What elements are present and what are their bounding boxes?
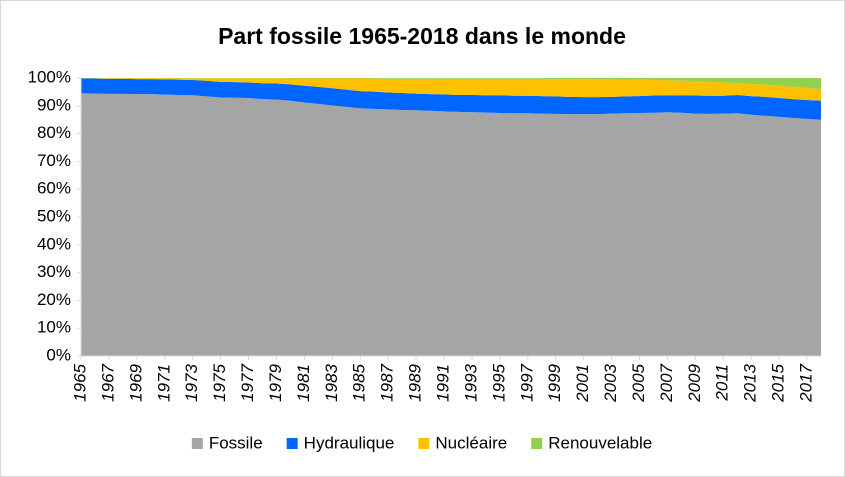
area <box>81 78 821 120</box>
x-tick-label: 1965 <box>70 363 89 401</box>
plot-area: 0% 10% 20% 30% 40% 50% 60% 70% 80% 90% 100% 1965 196… <box>28 67 821 403</box>
x-tick-label: 1969 <box>126 363 145 401</box>
legend-label: Nucléaire <box>435 433 507 452</box>
x-tick-label: 1973 <box>182 363 201 401</box>
x-tick-label: 1997 <box>517 363 536 401</box>
x-tick-label: 1995 <box>489 363 508 401</box>
legend-swatch <box>191 438 203 449</box>
area <box>81 78 821 101</box>
x-tick-label: 2011 <box>713 364 732 402</box>
x-tick-label: 1985 <box>350 363 369 401</box>
x-tick-label: 1967 <box>98 363 117 401</box>
y-tick-label: 0% <box>46 345 71 364</box>
legend-swatch <box>286 438 298 449</box>
y-tick-label: 20% <box>37 290 71 309</box>
y-tick-label: 50% <box>37 206 71 225</box>
x-tick-label: 1987 <box>378 363 397 401</box>
x-tick-label: 1993 <box>461 363 480 401</box>
y-tick-label: 40% <box>37 234 71 253</box>
x-tick-label: 2009 <box>685 363 704 402</box>
x-tick-label: 1999 <box>545 363 564 401</box>
x-tick-label: 1991 <box>434 364 453 402</box>
x-tick-label: 2013 <box>741 363 760 402</box>
legend-label: Hydraulique <box>304 433 395 452</box>
x-tick-label: 1981 <box>294 364 313 402</box>
chart-title: Part fossile 1965-2018 dans le monde <box>218 23 626 49</box>
legend-swatch <box>418 438 430 449</box>
x-tick-label: 2005 <box>629 363 648 402</box>
x-tick-label: 1975 <box>210 363 229 401</box>
x-tick-label: 1971 <box>154 364 173 402</box>
y-tick-label: 90% <box>37 95 71 114</box>
legend-swatch <box>531 438 543 449</box>
y-tick-label: 70% <box>37 151 71 170</box>
x-tick-label: 2003 <box>601 363 620 402</box>
x-tick-label: 1979 <box>266 363 285 401</box>
x-tick-label: 2007 <box>657 363 676 402</box>
x-tick-label: 2015 <box>769 363 788 402</box>
x-tick-label: 2017 <box>797 363 816 402</box>
area <box>81 93 821 356</box>
x-tick-label: 1977 <box>238 363 257 401</box>
legend-label: Renouvelable <box>548 433 652 452</box>
x-tick-label: 2001 <box>573 364 592 403</box>
area <box>81 78 821 90</box>
legend-label: Fossile <box>209 433 263 452</box>
x-tick-label: 1983 <box>322 363 341 401</box>
legend: Fossile Hydraulique Nucléaire Renouvelable <box>191 433 652 452</box>
y-tick-label: 60% <box>37 179 71 198</box>
y-tick-label: 30% <box>37 262 71 281</box>
x-tick-label: 1989 <box>406 363 425 401</box>
y-tick-label: 80% <box>37 123 71 142</box>
y-tick-label: 100% <box>28 67 71 86</box>
y-tick-label: 10% <box>37 318 71 337</box>
